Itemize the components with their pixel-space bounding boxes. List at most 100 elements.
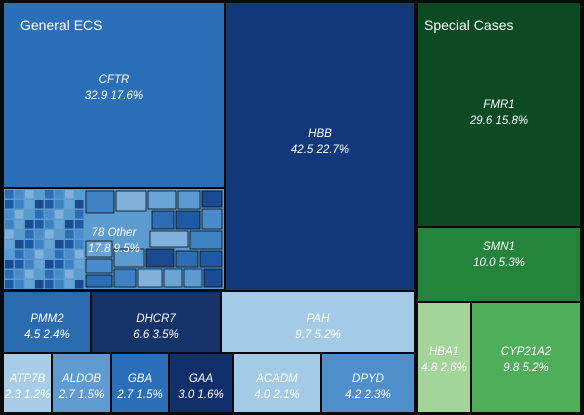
other-cell (163, 268, 183, 288)
other-cell (75, 230, 84, 239)
tile-dpyd (322, 354, 414, 412)
other-cell (65, 220, 74, 229)
other-cell (55, 190, 64, 199)
other-cell (45, 220, 54, 229)
other-cell (65, 210, 74, 219)
other-cell (25, 230, 34, 239)
other-cell (25, 190, 34, 199)
other-cell (55, 280, 64, 289)
other-cell (45, 270, 54, 279)
label-value-gba: 2.7 1.5% (116, 389, 162, 401)
label-name-smn1: SMN1 (483, 241, 515, 253)
other-cell (45, 200, 54, 209)
other-cell (137, 268, 163, 288)
label-value-hba1: 4.8 2.6% (421, 362, 466, 374)
other-cell (75, 200, 84, 209)
tile-dhcr7 (92, 292, 220, 352)
other-cell (115, 190, 147, 212)
label-value-dhcr7: 6.6 3.5% (133, 329, 178, 341)
other-cell (25, 260, 34, 269)
other-cell (15, 230, 24, 239)
tile-gaa (170, 354, 232, 412)
other-cell (189, 230, 223, 250)
other-cell (5, 220, 14, 229)
other-cell (5, 230, 14, 239)
labels-layer: CFTR 32.9 17.6% HBB 42.5 22.7% 78 Other 17.8 … (4, 74, 552, 401)
other-cell (55, 240, 64, 249)
other-cell (15, 200, 24, 209)
label-value-aldob: 2.7 1.5% (58, 389, 104, 401)
other-cell (183, 268, 203, 288)
other-cell (35, 280, 44, 289)
other-cell (175, 250, 199, 268)
other-cell (113, 248, 145, 268)
other-cell (35, 230, 44, 239)
other-cell (75, 190, 84, 199)
other-cell (15, 270, 24, 279)
tile-pmm2 (4, 292, 90, 352)
other-cell (25, 240, 34, 249)
tile-hba1 (418, 303, 470, 412)
other-cell (75, 220, 84, 229)
label-name-pmm2: PMM2 (30, 313, 64, 325)
other-cell (45, 210, 54, 219)
group-title-special-cases: Special Cases (424, 17, 514, 33)
tile-smn1 (418, 228, 580, 301)
other-cell (35, 250, 44, 259)
label-name-hbb: HBB (308, 128, 332, 140)
other-cell (149, 230, 189, 248)
other-cell (75, 240, 84, 249)
other-cell (65, 240, 74, 249)
label-value-cyp21a2: 9.8 5.2% (503, 362, 548, 374)
other-cell (5, 280, 14, 289)
other-cell (55, 250, 64, 259)
label-value-hbb: 42.5 22.7% (291, 144, 349, 156)
other-cell (15, 260, 24, 269)
other-cell (35, 240, 44, 249)
other-cell (65, 260, 74, 269)
other-cell (75, 280, 84, 289)
label-value-fmr1: 29.6 15.8% (469, 115, 528, 127)
tile-cyp21a2 (472, 303, 580, 412)
tile-atp7b (4, 354, 51, 412)
other-cell (15, 220, 24, 229)
other-cell (15, 280, 24, 289)
other-cell (55, 220, 64, 229)
other-cell (201, 208, 223, 230)
other-cell (15, 190, 24, 199)
other-cell (147, 190, 177, 210)
other-cell (5, 240, 14, 249)
other-cell (45, 190, 54, 199)
other-cell (55, 260, 64, 269)
label-value-pah: 9.7 5.2% (295, 329, 340, 341)
label-name-atp7b: ATP7B (9, 373, 46, 385)
other-cell (203, 268, 223, 288)
label-name-gaa: GAA (189, 373, 214, 385)
other-cell (75, 210, 84, 219)
other-cell (15, 210, 24, 219)
other-cell (25, 250, 34, 259)
label-name-pah: PAH (307, 313, 330, 325)
tile-gba (112, 354, 168, 412)
label-value-pmm2: 4.5 2.4% (24, 329, 69, 341)
other-cell (5, 250, 14, 259)
other-cell (45, 230, 54, 239)
other-cell (35, 200, 44, 209)
group-divider (414, 0, 418, 415)
label-name-aldob: ALDOB (61, 373, 101, 385)
other-cell (85, 274, 113, 288)
other-cell (35, 190, 44, 199)
tile-acadm (234, 354, 320, 412)
other-cell (145, 248, 175, 268)
label-name-fmr1: FMR1 (483, 99, 514, 111)
tile-cftr (4, 3, 224, 187)
label-value-acadm: 4.0 2.1% (254, 389, 299, 401)
other-cell (15, 240, 24, 249)
other-cell (175, 210, 201, 230)
other-cell (55, 200, 64, 209)
other-cell (85, 258, 113, 274)
other-cell (65, 200, 74, 209)
tile-hbb (226, 3, 414, 290)
label-name-dhcr7: DHCR7 (136, 313, 176, 325)
